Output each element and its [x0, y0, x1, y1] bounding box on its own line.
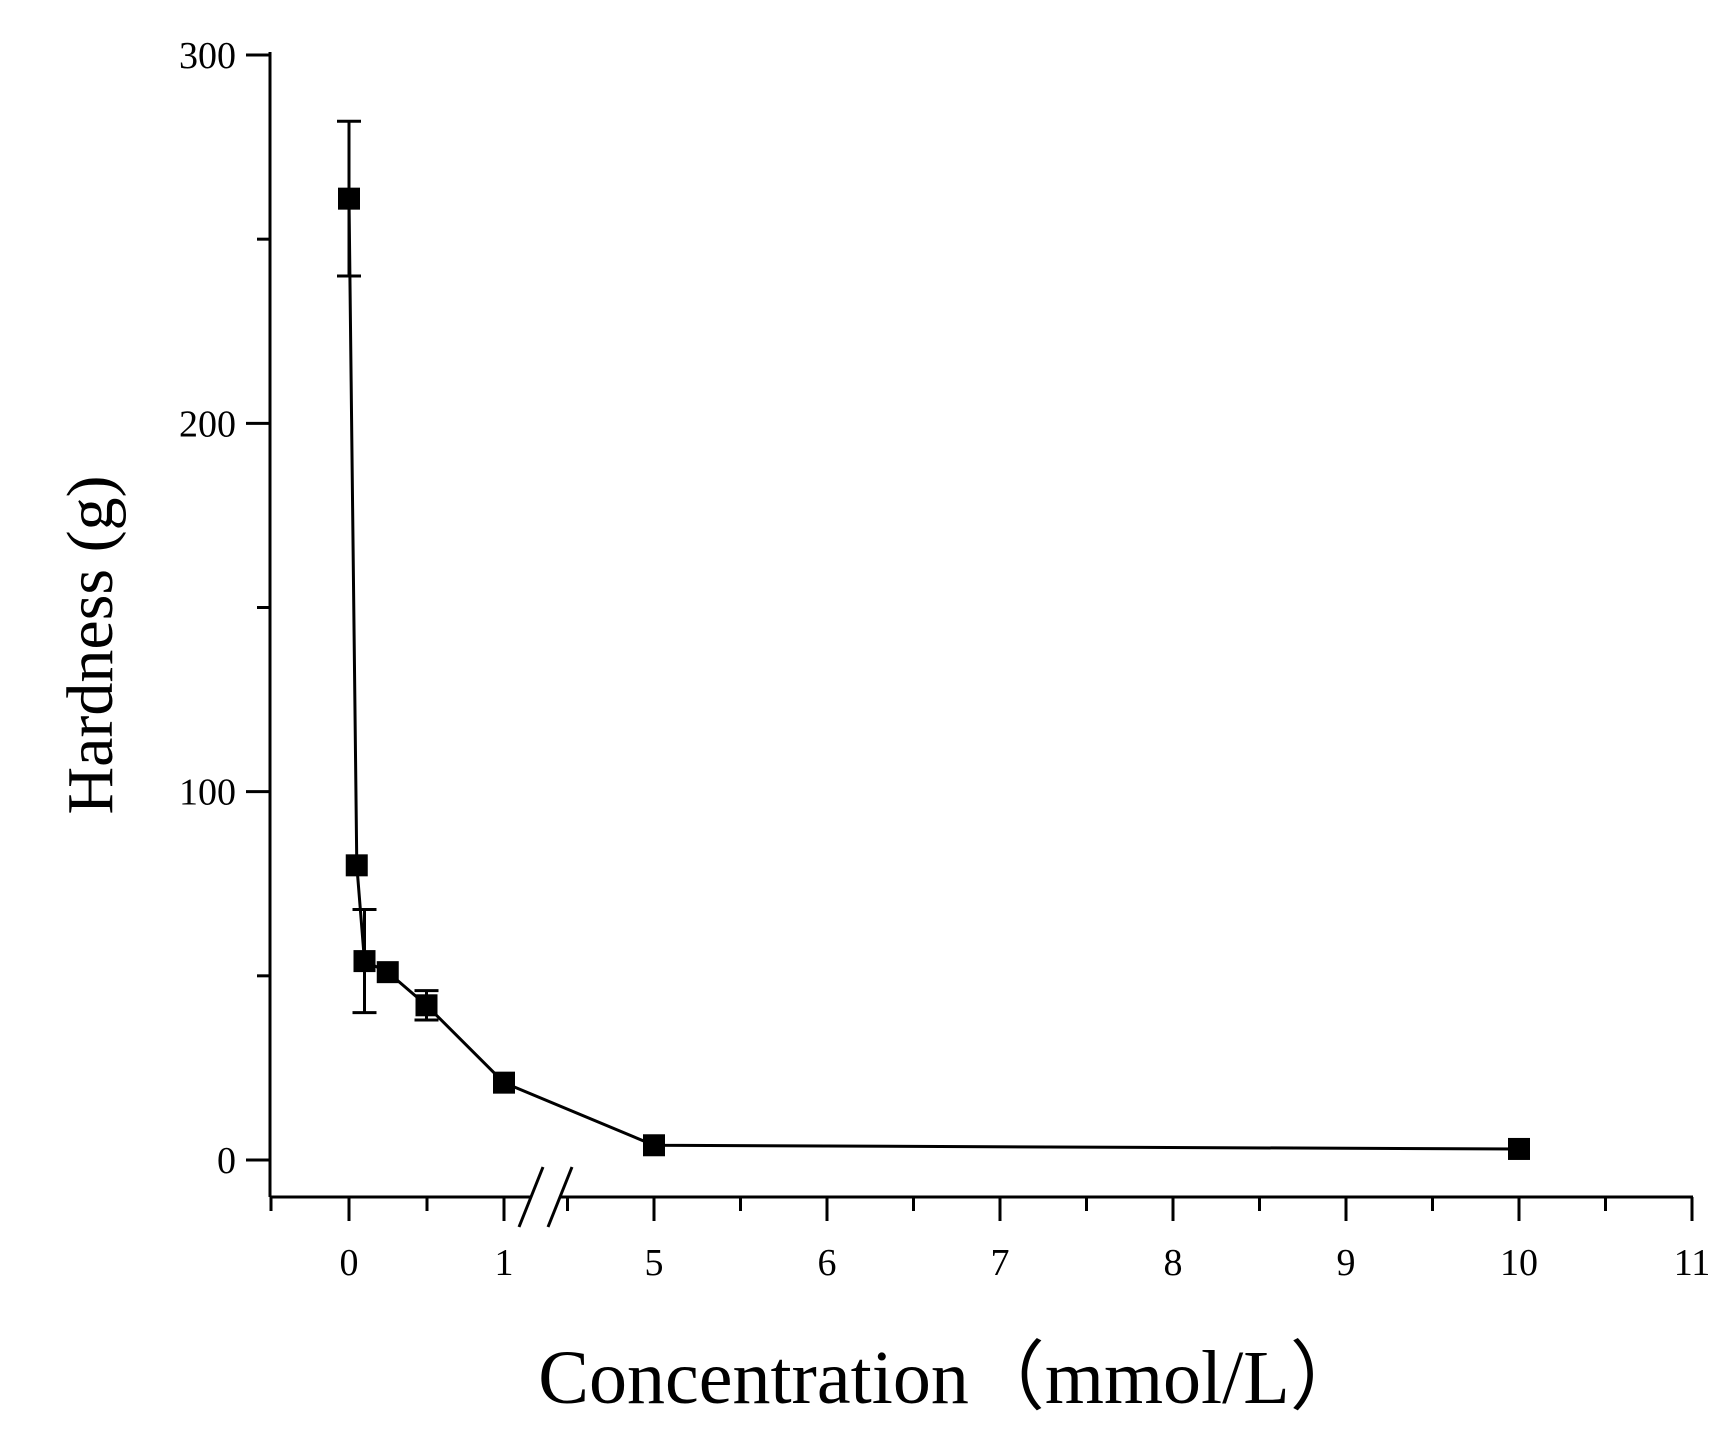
data-series [337, 119, 1530, 1160]
x-tick-label: 5 [645, 1242, 664, 1284]
y-tick-label: 100 [179, 772, 236, 814]
x-tick-label: 0 [340, 1242, 359, 1284]
y-tick-label: 0 [217, 1140, 236, 1182]
y-tick-label: 200 [179, 403, 236, 445]
ticks: 0 100 200 300 0 1 5 6 7 8 9 10 11 [179, 35, 1710, 1284]
data-point [353, 950, 376, 973]
data-point [376, 961, 399, 984]
data-point [493, 1071, 515, 1094]
x-tick-label: 8 [1164, 1242, 1183, 1284]
data-point [415, 994, 438, 1017]
axes [268, 52, 1693, 1228]
y-axis-title: Hardness (g) [54, 475, 127, 814]
data-point [338, 187, 360, 210]
x-tick-label: 11 [1674, 1242, 1711, 1284]
y-tick-label: 300 [179, 35, 236, 77]
x-axis-title: Concentration（mmol/L） [538, 1336, 1365, 1420]
axis-break-mark [546, 1166, 574, 1228]
x-tick-label: 10 [1500, 1242, 1538, 1284]
data-point [643, 1134, 665, 1157]
x-tick-label: 9 [1337, 1242, 1356, 1284]
x-tick-label: 1 [495, 1242, 514, 1284]
data-point [345, 854, 368, 877]
x-tick-label: 6 [818, 1242, 837, 1284]
data-point [1508, 1137, 1530, 1160]
axis-break-mark [517, 1166, 545, 1228]
series-line [347, 198, 1520, 1151]
x-tick-label: 7 [991, 1242, 1010, 1284]
